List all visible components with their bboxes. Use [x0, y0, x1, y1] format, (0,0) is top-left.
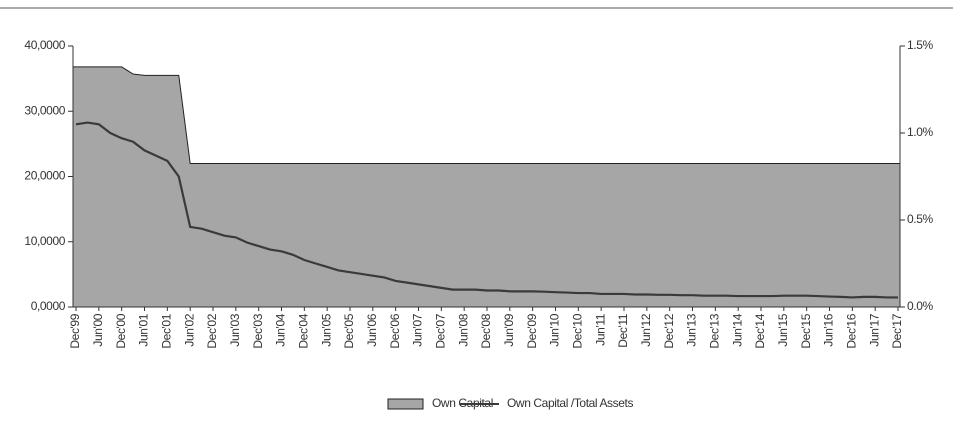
y-tick-label: 40,0000: [24, 38, 65, 52]
area: [72, 66, 901, 308]
x-tick-label: Jun'07: [411, 313, 425, 346]
x-tick-label: Dec'04: [297, 313, 311, 348]
x-tick-label: Jun'13: [685, 313, 699, 346]
y2-tick-label: 0.5%: [907, 212, 933, 226]
x-tick-label: Jun'09: [502, 313, 516, 346]
x-tick-label: Dec'00: [114, 313, 128, 348]
y-tick-label: 30,0000: [24, 103, 65, 117]
x-tick-label: Jun'08: [456, 313, 470, 346]
legend-label: Own Capital /Total Assets: [507, 396, 633, 410]
x-tick-label: Jun'05: [319, 313, 333, 346]
x-tick-label: Dec'17: [890, 313, 904, 348]
x-tick-label: Jun'04: [274, 313, 288, 346]
x-tick-label: Dec'12: [662, 313, 676, 348]
y-tick-label: 20,0000: [24, 169, 65, 183]
x-tick-label: Dec'10: [571, 313, 585, 348]
x-tick-label: Dec'16: [845, 313, 859, 348]
y2-tick-label: 1.5%: [907, 38, 933, 52]
x-tick-label: Dec'13: [708, 313, 722, 348]
line: [75, 121, 898, 299]
legend-swatch: [387, 398, 424, 410]
x-tick-label: Jun'00: [91, 313, 105, 346]
x-tick-label: Dec'99: [68, 313, 82, 348]
x-tick-label: Dec'09: [525, 313, 539, 348]
x-tick-label: Jun'03: [228, 313, 242, 346]
x-tick-label: Jun'06: [365, 313, 379, 346]
x-tick-label: Dec'07: [434, 313, 448, 348]
x-tick-label: Jun'15: [776, 313, 790, 346]
y2-tick-label: 1.0%: [907, 125, 933, 139]
x-tick-label: Jun'17: [867, 313, 881, 346]
x-tick-label: Jun'16: [822, 313, 836, 346]
x-tick-label: Dec'08: [479, 313, 493, 348]
x-tick-label: Dec'05: [342, 313, 356, 348]
x-tick-label: Dec'14: [753, 313, 767, 348]
y-tick-label: 10,0000: [24, 234, 65, 248]
x-tick-label: Jun'12: [639, 313, 653, 346]
x-tick-label: Jun'11: [593, 313, 607, 345]
y2-tick-label: 0.0%: [907, 299, 933, 313]
x-tick-label: Dec'02: [205, 313, 219, 348]
x-tick-label: Dec'06: [388, 313, 402, 348]
y-tick-label: 0,0000: [31, 299, 66, 313]
x-tick-label: Jun'10: [548, 313, 562, 346]
x-tick-label: Dec'03: [251, 313, 265, 348]
x-tick-label: Dec'01: [160, 313, 174, 348]
x-tick-label: Jun'02: [182, 313, 196, 346]
x-tick-label: Dec'15: [799, 313, 813, 348]
x-tick-label: Dec'11: [616, 313, 630, 347]
x-tick-label: Jun'14: [730, 313, 744, 346]
x-tick-label: Jun'01: [137, 313, 151, 346]
